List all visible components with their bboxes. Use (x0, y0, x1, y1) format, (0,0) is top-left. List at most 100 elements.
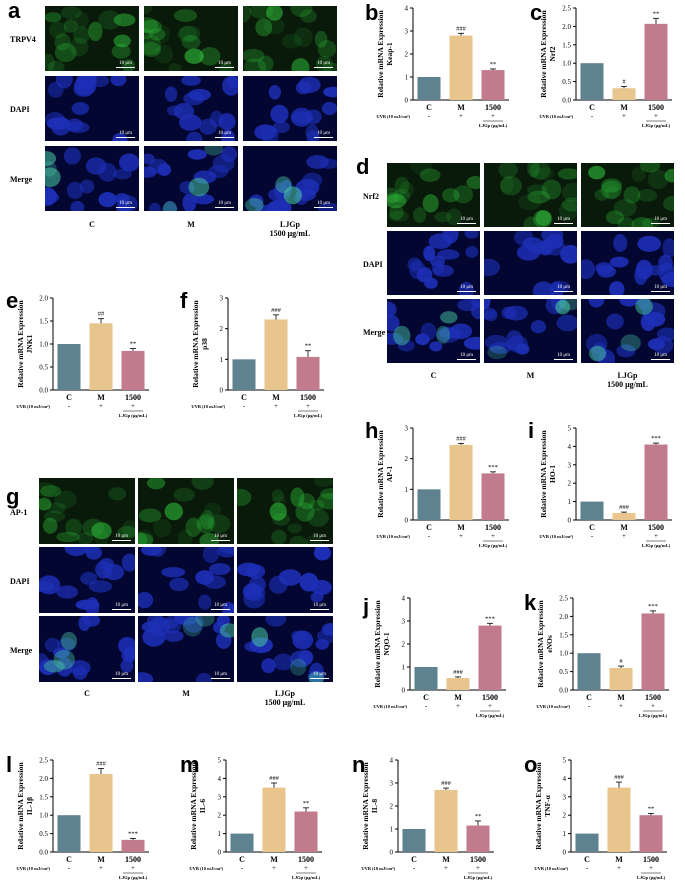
bar (466, 825, 490, 852)
y-tick-label: 1.5 (39, 793, 48, 801)
y-tick-label: 5 (568, 425, 572, 433)
significance-label: ** (303, 800, 310, 807)
y-tick-label: 2 (220, 325, 224, 333)
significance-label: *** (651, 435, 661, 442)
uvb-sign: + (619, 702, 623, 710)
micrograph-d-nrf2-0: 10 μm (387, 163, 480, 227)
y-tick-label: 2.0 (39, 775, 48, 783)
scale-bar: 10 μm (112, 534, 131, 541)
category-label: C (426, 523, 432, 532)
y-tick-label: 2.0 (39, 295, 48, 303)
y-tick-label: 2 (218, 812, 222, 820)
y-tick-label: 2.0 (559, 613, 568, 621)
bar (641, 613, 665, 690)
panel-label-o: o (524, 752, 538, 777)
significance-label: ** (648, 805, 655, 812)
uvb-sign: + (654, 532, 658, 540)
uvb-sign: + (622, 532, 626, 540)
significance-label: *** (648, 603, 658, 610)
y-tick-label: 1 (402, 664, 406, 672)
uvb-label: UVB (10 mJ/cm²) (373, 704, 407, 709)
micrograph-a-trpv4-2: 10 μm (243, 6, 337, 71)
category-label: 1500 (125, 855, 141, 864)
category-label: C (589, 103, 595, 112)
col-label-d-2: LJGp 1500 μg/mL (607, 371, 648, 389)
y-tick-label: 3 (402, 618, 406, 626)
uvb-sign: - (428, 112, 431, 120)
micrograph-d-merge-0: 10 μm (387, 299, 480, 363)
category-label: M (97, 855, 105, 864)
uvb-sign: + (306, 402, 310, 410)
ljgp-label: LJGp (μg/mL) (476, 713, 505, 718)
bar (121, 839, 145, 852)
scale-bar: 10 μm (116, 201, 135, 208)
scale-bar: 10 μm (457, 217, 476, 224)
uvb-label: UVB (10 mJ/cm²) (361, 866, 395, 871)
y-tick-label: 3 (390, 780, 394, 788)
y-tick-label: 2 (402, 641, 406, 649)
uvb-sign: + (617, 864, 621, 872)
y-tick-label: 4 (218, 775, 222, 783)
uvb-sign: + (272, 864, 276, 872)
panel-label-h: h (365, 418, 379, 443)
category-label: 1500 (482, 693, 498, 702)
scale-bar: 10 μm (314, 131, 333, 138)
significance-label: # (622, 78, 626, 85)
uvb-label: UVB (10 mJ/cm²) (16, 866, 50, 871)
bar (57, 815, 81, 852)
y-tick-label: 1 (220, 356, 224, 364)
category-label: 1500 (645, 693, 661, 702)
panel-label-e: e (6, 288, 19, 313)
bar (232, 359, 256, 390)
ljgp-label: LJGp (μg/mL) (639, 713, 668, 718)
ljgp-label: LJGp (μg/mL) (119, 413, 148, 418)
uvb-sign: - (586, 864, 589, 872)
panel-label-n: n (352, 752, 366, 777)
scale-bar: 10 μm (651, 217, 670, 224)
col-label-g-0: C (84, 689, 90, 698)
y-tick-label: 4 (405, 5, 409, 13)
y-tick-label: 0.5 (39, 364, 48, 372)
uvb-sign: + (488, 702, 492, 710)
micrograph-a-dapi-2: 10 μm (243, 76, 337, 141)
gene-label: IL-1β (25, 797, 34, 815)
category-label: M (457, 103, 465, 112)
scale-bar: 10 μm (314, 201, 333, 208)
uvb-label: UVB (10 mJ/cm²) (534, 866, 568, 871)
y-tick-label: 2 (390, 803, 394, 811)
gene-label: HO-1 (548, 465, 557, 483)
uvb-sign: - (591, 112, 594, 120)
y-tick-label: 0.0 (39, 387, 48, 395)
category-label: 1500 (485, 103, 501, 112)
y-tick-label: 2 (405, 455, 409, 463)
y-tick-label: 0.5 (559, 668, 568, 676)
micrograph-d-merge-2: 10 μm (581, 299, 674, 363)
significance-label: ** (653, 10, 660, 17)
y-tick-label: 2.5 (39, 757, 48, 765)
uvb-sign: - (68, 402, 71, 410)
bar (607, 787, 631, 852)
significance-label: *** (488, 464, 498, 471)
row-label-a-0: TRPV4 (10, 35, 36, 45)
significance-label: *** (485, 615, 495, 622)
significance-label: ** (305, 343, 312, 350)
y-axis-label: Relative mRNA Expression (373, 599, 382, 687)
scale-bar: 10 μm (211, 603, 230, 610)
bar (434, 789, 458, 852)
y-tick-label: 1.5 (39, 318, 48, 326)
y-axis-label: Relative mRNA Expression (16, 761, 25, 849)
y-tick-label: 4 (390, 757, 394, 765)
col-label-a-1: M (187, 220, 195, 229)
bar-chart-il6: Relative mRNA Expression IL-6 0 1 2 3 4 5 C- ### M… (189, 757, 322, 880)
scale-bar: 10 μm (554, 217, 573, 224)
ljgp-label: LJGp (μg/mL) (479, 123, 508, 128)
y-axis-label: Relative mRNA Expression (539, 429, 548, 517)
y-tick-label: 0.5 (562, 78, 571, 86)
ljgp-label: LJGp (μg/mL) (464, 875, 493, 880)
panel-label-m: m (180, 752, 200, 777)
bar-chart-enos: Relative mRNA Expression eNOs 0.0 0.5 1.0 1.5… (536, 595, 669, 718)
bar (612, 513, 636, 520)
micrograph-g-ap-1-1: 10 μm (138, 478, 234, 544)
panel-label-a: a (8, 0, 21, 23)
y-tick-label: 3 (405, 28, 409, 36)
